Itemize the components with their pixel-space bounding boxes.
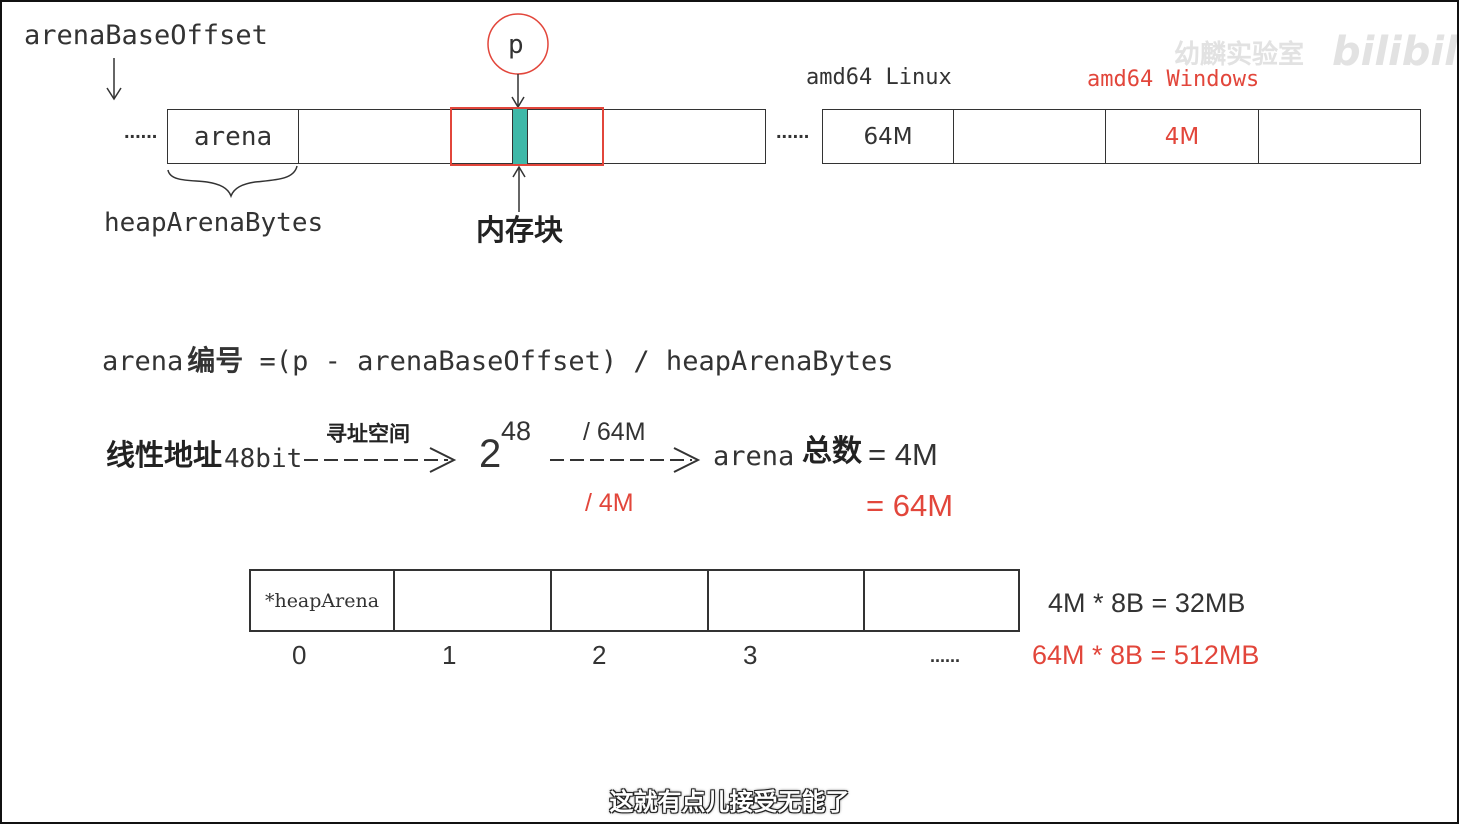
arena-cell-empty-2 [1259,110,1422,163]
arena-cell-64m-label: 64M [863,123,913,150]
memory-block-marker [512,109,528,164]
video-subtitle: 这就有点儿接受无能了 [609,788,850,816]
array-size-linux: 4M * 8B = 32MB [1048,588,1246,618]
array-index-2: 2 [592,640,607,670]
formula-rhs: =(p - arenaBaseOffset) / heapArenaBytes [243,346,894,377]
total-cn-label: 总数 [802,435,862,468]
arena-cell-empty-1 [954,110,1106,163]
divide-linux: / 64M [583,418,646,446]
pointer-label: p [508,30,524,60]
address-space-label: 寻址空间 [326,423,410,446]
dots-mid: ...... [776,121,810,143]
dots-left: ...... [124,121,158,143]
array-index-0: 0 [292,640,307,670]
windows-label: amd64 Windows [1087,67,1260,92]
total-windows: = 64M [866,488,954,523]
array-index-more: ...... [930,646,961,666]
arena-cell-4m: 4M [1106,110,1259,163]
array-cell-3 [709,571,865,630]
watermark-logo: bilibili [1332,29,1459,75]
linux-label: amd64 Linux [806,65,952,90]
array-cell-0-label: *heapArena [264,589,380,612]
highlight-chunk [450,107,604,166]
heap-arena-array: *heapArena [249,569,1020,632]
arena-cell-4m-label: 4M [1164,123,1200,150]
arena-index-formula: arena 编号 =(p - arenaBaseOffset) / heapAre… [102,345,894,377]
array-index-1: 1 [442,640,457,670]
memory-strip: arena [167,107,766,166]
arena-total-label: arena [713,441,795,472]
array-cell-2 [552,571,709,630]
arena-cell-label: arena [193,121,273,152]
memory-block-label: 内存块 [476,215,564,247]
formula-lhs-cn: 编号 [187,345,244,376]
arena-cell: arena [168,110,299,163]
power-exponent: 48 [501,416,532,446]
arena-base-offset-label: arenaBaseOffset [24,20,268,51]
total-linux: = 4M [868,437,938,472]
heap-arena-bytes-label: heapArenaBytes [104,208,324,238]
watermark-channel: 幼麟实验室 [1174,40,1305,70]
divide-windows: / 4M [585,489,634,517]
array-index-3: 3 [743,640,758,670]
brace [167,165,298,199]
array-size-windows: 64M * 8B = 512MB [1032,640,1260,670]
formula-lhs: arena [102,346,184,377]
array-cell-4 [865,571,1018,630]
linear-address-label: 线性地址 [106,440,223,472]
arena-strip: 64M 4M [822,109,1421,164]
arena-cell-64m: 64M [823,110,954,163]
array-cell-1 [395,571,552,630]
power-base: 2 [479,432,502,476]
array-cell-0: *heapArena [251,571,395,630]
bits-label: 48bit [224,444,303,474]
